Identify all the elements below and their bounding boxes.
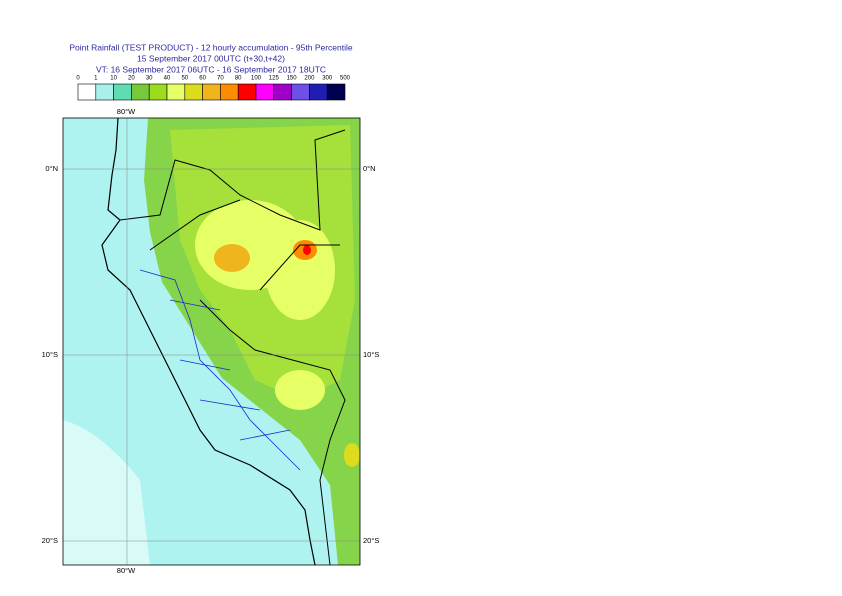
legend-swatch <box>166 83 186 101</box>
legend-swatch <box>220 83 239 101</box>
legend-swatch <box>273 83 292 101</box>
lat-label: 20°S <box>363 536 379 545</box>
legend-label: 500 <box>340 76 351 82</box>
lon-label: 80°W <box>117 566 136 575</box>
legend-swatch <box>184 83 203 101</box>
legend-swatch <box>202 83 221 101</box>
legend-swatch <box>77 83 97 101</box>
legend-label: 30 <box>146 76 153 82</box>
legend-label: 70 <box>217 76 224 82</box>
lat-label: 10°S <box>363 350 379 359</box>
legend-swatch <box>326 83 346 101</box>
lon-label: 80°W <box>117 107 136 116</box>
legend-label: 60 <box>199 76 206 82</box>
legend-swatch <box>95 83 114 101</box>
legend-swatch <box>255 83 275 101</box>
lat-label: 10°S <box>42 350 58 359</box>
border <box>119 129 346 565</box>
lat-label: 0°N <box>45 164 58 173</box>
legend-swatch <box>113 83 132 101</box>
legend-label: 50 <box>181 76 188 82</box>
legend-label: 40 <box>164 76 171 82</box>
lat-label: 20°S <box>42 536 58 545</box>
rain-field <box>344 443 360 467</box>
lat-label: 0°N <box>363 164 376 173</box>
rain-field <box>214 244 250 272</box>
legend-label: 0 <box>76 76 80 82</box>
map-frame <box>62 117 361 566</box>
legend-label: 300 <box>322 76 333 82</box>
legend-label: 1 <box>94 76 98 82</box>
legend-label: 125 <box>269 76 280 82</box>
legend: 0 1 10 20 30 40 50 60 70 80 100 125 150 200 300 500 <box>76 76 351 101</box>
coastline <box>101 118 316 565</box>
legend-swatch <box>237 83 257 101</box>
rain-field <box>303 245 311 255</box>
subtitle: VT: 16 September 2017 06UTC - 16 Septemb… <box>96 64 326 74</box>
map <box>63 118 360 565</box>
legend-label: 150 <box>287 76 298 82</box>
region-border <box>139 269 301 471</box>
sea-pale <box>63 420 150 565</box>
legend-label: 20 <box>128 76 135 82</box>
subtitle: 15 September 2017 00UTC (t+30,t+42) <box>137 53 285 63</box>
legend-label: 10 <box>110 76 117 82</box>
legend-label: 80 <box>235 76 242 82</box>
rain-field <box>275 370 325 410</box>
legend-label: 200 <box>304 76 315 82</box>
title: Point Rainfall (TEST PRODUCT) - 12 hourl… <box>69 42 353 52</box>
legend-swatch <box>291 83 310 101</box>
legend-swatch <box>309 83 328 101</box>
legend-swatch <box>148 83 168 101</box>
rain-field <box>265 220 335 320</box>
legend-label: 100 <box>251 76 262 82</box>
legend-swatch <box>131 83 150 101</box>
